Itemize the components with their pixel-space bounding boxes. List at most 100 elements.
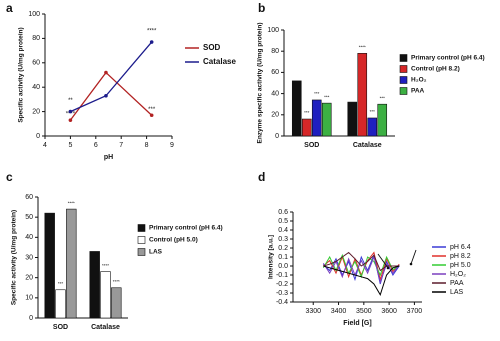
significance-label: *** bbox=[58, 281, 64, 286]
y-tick-label: -0.3 bbox=[276, 290, 288, 297]
y-tick-label: 0 bbox=[275, 133, 279, 140]
arrow-head bbox=[409, 262, 413, 266]
legend-label: H₂O₂ bbox=[411, 77, 427, 84]
bar bbox=[347, 101, 358, 137]
y-tick-label: 60 bbox=[32, 60, 40, 67]
x-tick-label: 4 bbox=[43, 142, 47, 149]
legend-label: Catalase bbox=[203, 57, 236, 66]
x-tick-label: 3500 bbox=[356, 308, 372, 315]
point bbox=[149, 40, 154, 44]
y-tick-label: 0.1 bbox=[278, 254, 288, 261]
legend-label: LAS bbox=[149, 249, 163, 256]
legend-swatch bbox=[399, 76, 408, 84]
arrow-head bbox=[386, 266, 390, 270]
x-tick-label: 7 bbox=[119, 142, 123, 149]
point bbox=[104, 93, 108, 98]
y-axis-label: Specific activity (U/mg protein) bbox=[18, 27, 25, 122]
legend-label: PAA bbox=[450, 280, 464, 287]
x-axis-label: pH bbox=[104, 154, 113, 161]
x-tick-label: SOD bbox=[304, 142, 319, 149]
y-tick-label: 40 bbox=[25, 234, 33, 241]
bar bbox=[55, 289, 66, 319]
x-tick-label: 3700 bbox=[407, 308, 423, 315]
x-tick-label: 3400 bbox=[331, 308, 347, 315]
legend-label: Control (pH 5.0) bbox=[149, 237, 198, 244]
y-tick-label: 10 bbox=[25, 295, 33, 302]
bar bbox=[311, 99, 322, 137]
y-tick-label: -0.4 bbox=[276, 299, 288, 306]
significance-label: ** bbox=[68, 98, 73, 104]
legend-label: Control (pH 8.2) bbox=[411, 66, 460, 73]
significance-label: *** bbox=[370, 109, 376, 114]
y-tick-label: 30 bbox=[25, 254, 33, 261]
y-tick-label: 20 bbox=[271, 112, 279, 119]
legend-label: SOD bbox=[203, 43, 221, 52]
x-tick-label: 3600 bbox=[381, 308, 397, 315]
y-tick-label: -0.1 bbox=[276, 272, 288, 279]
significance-label: **** bbox=[68, 200, 75, 205]
y-tick-label: 20 bbox=[25, 275, 33, 282]
y-tick-label: 0.4 bbox=[278, 227, 288, 234]
significance-label: *** bbox=[324, 94, 330, 99]
significance-label: **** bbox=[147, 29, 157, 35]
y-tick-label: 80 bbox=[271, 48, 279, 55]
significance-label: *** bbox=[304, 110, 310, 115]
y-tick-label: 0.2 bbox=[278, 245, 288, 252]
x-axis-label: Field [G] bbox=[343, 320, 371, 327]
y-tick-label: 60 bbox=[271, 69, 279, 76]
legend-label: LAS bbox=[450, 289, 464, 296]
bar bbox=[100, 271, 111, 319]
y-tick-label: 0 bbox=[29, 315, 33, 322]
bar bbox=[44, 212, 55, 319]
y-tick-label: 40 bbox=[271, 90, 279, 97]
y-tick-label: 40 bbox=[32, 84, 40, 91]
x-tick-label: Catalase bbox=[353, 142, 382, 149]
legend-swatch bbox=[137, 236, 146, 244]
legend-label: H₂O₂ bbox=[450, 271, 466, 278]
bar bbox=[301, 118, 312, 137]
bar bbox=[367, 117, 378, 137]
legend-swatch bbox=[137, 248, 146, 256]
x-tick-label: SOD bbox=[53, 324, 68, 331]
significance-label: *** bbox=[314, 91, 320, 96]
y-axis-label: Specific activity (U/mg protein) bbox=[11, 210, 18, 305]
y-tick-label: 0.3 bbox=[278, 236, 288, 243]
y-tick-label: 50 bbox=[25, 214, 33, 221]
legend-swatch bbox=[137, 224, 146, 232]
legend-swatch bbox=[399, 87, 408, 95]
legend-label: pH 8.2 bbox=[450, 253, 471, 260]
y-tick-label: -0.2 bbox=[276, 281, 288, 288]
series-line bbox=[323, 265, 400, 297]
point bbox=[68, 118, 73, 122]
significance-label: **** bbox=[66, 112, 76, 118]
x-tick-label: Catalase bbox=[91, 324, 120, 331]
x-tick-label: 9 bbox=[170, 142, 174, 149]
series-line bbox=[69, 71, 153, 121]
y-tick-label: 80 bbox=[32, 35, 40, 42]
bar bbox=[66, 208, 77, 319]
legend-swatch bbox=[399, 65, 408, 73]
bar bbox=[357, 53, 368, 137]
point bbox=[104, 70, 108, 75]
series-line bbox=[323, 253, 400, 285]
x-tick-label: 5 bbox=[68, 142, 72, 149]
panel-label: b bbox=[258, 1, 265, 15]
legend-label: Primary control (pH 6.4) bbox=[149, 225, 223, 232]
bar bbox=[377, 103, 388, 137]
legend-label: pH 6.4 bbox=[450, 244, 471, 251]
significance-label: *** bbox=[148, 107, 156, 113]
point bbox=[68, 109, 73, 114]
y-tick-label: 0.0 bbox=[278, 263, 288, 270]
legend-label: pH 5.0 bbox=[450, 262, 471, 269]
point bbox=[149, 113, 154, 118]
bar bbox=[89, 251, 100, 319]
y-tick-label: 0.6 bbox=[278, 209, 288, 216]
panel-label: c bbox=[6, 170, 13, 184]
series-line bbox=[323, 251, 400, 282]
y-tick-label: 20 bbox=[32, 108, 40, 115]
significance-label: **** bbox=[113, 279, 120, 284]
legend-swatch bbox=[399, 54, 408, 62]
y-tick-label: 100 bbox=[267, 27, 279, 34]
significance-label: **** bbox=[359, 45, 366, 50]
